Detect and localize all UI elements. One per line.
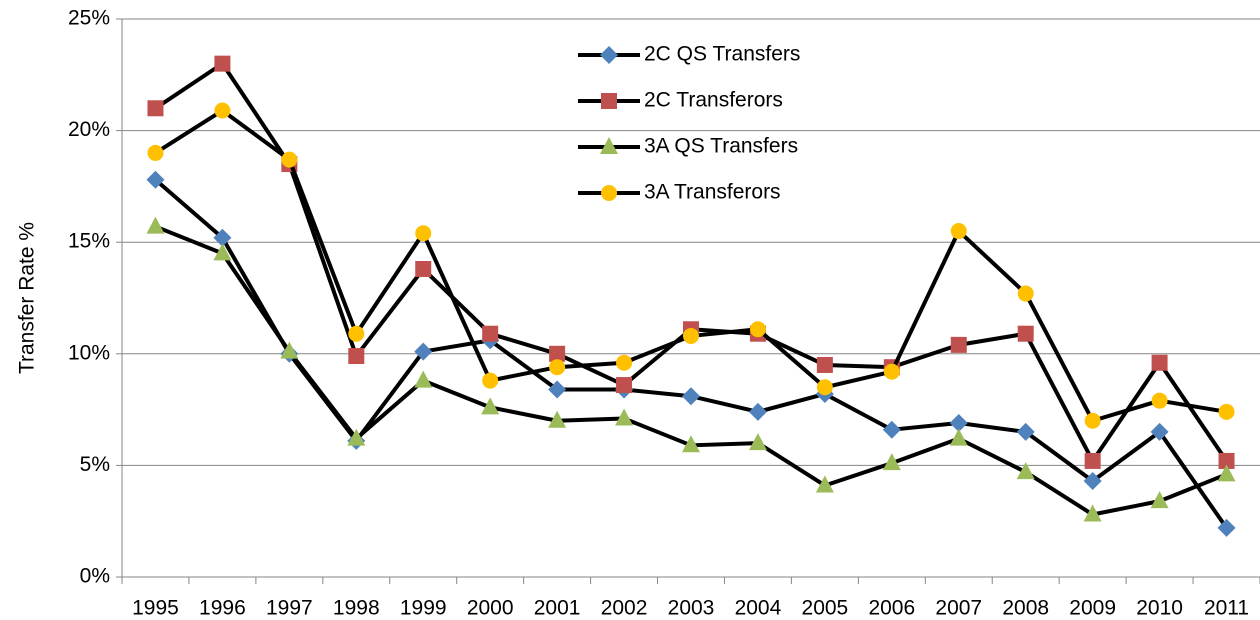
data-point: [1016, 422, 1035, 441]
data-point: [147, 144, 164, 161]
data-point: [815, 475, 834, 493]
data-point: [146, 216, 165, 234]
data-point: [816, 379, 833, 396]
x-tick-label: 2009: [1069, 597, 1116, 620]
legend-marker: [600, 46, 618, 64]
data-point: [950, 336, 967, 353]
legend-label: 2C QS Transfers: [644, 43, 800, 66]
data-point: [481, 397, 500, 415]
x-tick-label: 2002: [601, 597, 648, 620]
data-point: [1218, 452, 1235, 469]
data-point: [882, 420, 901, 439]
y-tick-label: 5%: [80, 453, 110, 476]
data-point: [213, 243, 232, 261]
data-point: [347, 428, 366, 446]
data-point: [147, 100, 164, 117]
data-point: [213, 228, 232, 247]
data-point: [749, 321, 766, 338]
x-tick-label: 2010: [1136, 597, 1183, 620]
x-tick-label: 2003: [668, 597, 715, 620]
data-point: [748, 433, 767, 451]
data-point: [615, 408, 634, 426]
data-point: [414, 370, 433, 388]
data-point: [683, 327, 699, 344]
data-point: [1083, 472, 1102, 491]
x-tick-label: 1997: [266, 597, 313, 620]
data-point: [616, 354, 633, 371]
data-point: [1016, 462, 1035, 480]
data-point: [348, 348, 365, 365]
data-point: [950, 223, 967, 240]
data-point: [146, 170, 165, 189]
data-point: [281, 151, 298, 168]
data-point: [415, 260, 432, 277]
x-tick-label: 2001: [534, 597, 581, 620]
data-point: [748, 402, 767, 421]
data-point: [949, 428, 968, 446]
data-point: [816, 356, 833, 373]
data-point: [1217, 464, 1236, 482]
y-tick-label: 15%: [68, 230, 110, 253]
legend-marker: [601, 93, 617, 109]
data-point: [214, 55, 231, 72]
data-point: [949, 413, 968, 432]
data-point: [1151, 354, 1168, 371]
data-point: [548, 410, 567, 428]
data-point: [549, 359, 566, 376]
data-point: [1084, 412, 1101, 429]
y-axis-label: Transfer Rate %: [16, 222, 39, 374]
data-point: [682, 435, 700, 453]
data-point: [548, 380, 567, 399]
x-tick-label: 1998: [333, 597, 380, 620]
legend-marker: [601, 185, 617, 201]
data-point: [549, 345, 566, 362]
y-tick-label: 25%: [68, 7, 110, 30]
y-tick-label: 10%: [68, 341, 110, 364]
legend-label: 2C Transferors: [644, 89, 783, 112]
data-point: [482, 325, 499, 342]
x-tick-label: 2008: [1002, 597, 1049, 620]
data-point: [415, 225, 432, 242]
data-point: [348, 325, 365, 342]
data-point: [882, 453, 901, 471]
data-point: [414, 342, 433, 361]
data-point: [1218, 403, 1235, 420]
x-tick-label: 2004: [735, 597, 782, 620]
x-tick-label: 1996: [199, 597, 246, 620]
data-point: [482, 372, 499, 389]
x-tick-label: 2007: [935, 597, 982, 620]
data-point: [280, 341, 299, 359]
data-point: [1217, 518, 1236, 537]
data-point: [616, 377, 633, 394]
data-point: [1017, 325, 1034, 342]
data-point: [883, 363, 900, 380]
data-point: [214, 102, 231, 119]
x-tick-label: 2006: [868, 597, 915, 620]
data-point: [1017, 285, 1034, 302]
data-point: [1084, 452, 1101, 469]
x-tick-label: 1995: [132, 597, 179, 620]
y-tick-label: 20%: [68, 118, 110, 141]
x-tick-label: 2000: [467, 597, 514, 620]
x-tick-label: 2005: [802, 597, 849, 620]
data-point: [682, 387, 700, 406]
data-point: [1083, 504, 1102, 522]
data-point: [1150, 422, 1169, 441]
x-tick-label: 2011: [1204, 597, 1249, 620]
x-tick-label: 1999: [400, 597, 447, 620]
legend-marker: [600, 137, 618, 154]
data-point: [1151, 392, 1168, 409]
data-point: [1150, 491, 1169, 509]
y-tick-label: 0%: [80, 565, 110, 588]
legend-label: 3A QS Transfers: [644, 135, 798, 158]
legend-label: 3A Transferors: [644, 181, 781, 204]
